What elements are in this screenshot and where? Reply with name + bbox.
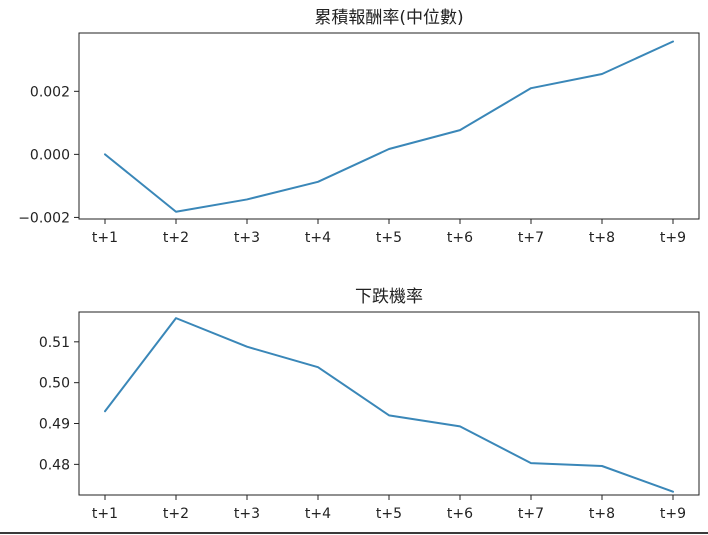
x-tick-label: t+5 (376, 506, 402, 522)
x-tick-label: t+8 (589, 506, 615, 522)
x-tick-label: t+4 (305, 230, 331, 246)
chart-title: 累積報酬率(中位數) (314, 8, 463, 28)
cumulative-return-panel: 累積報酬率(中位數) t+1 t+2 t+3 t+4 t+5 t+6 t+7 t+8 t+9 −0… (18, 8, 700, 246)
decline-probability-panel: 下跌機率 t+1 t+2 t+3 t+4 t+5 t+6 t+7 t+8 t+9 0.48 0.49… (39, 287, 700, 522)
y-tick-label: 0.50 (39, 376, 70, 392)
y-tick-label: 0.000 (30, 147, 70, 163)
y-tick-label: 0.002 (30, 84, 70, 100)
y-tick-label: 0.49 (39, 417, 70, 433)
chart-title: 下跌機率 (355, 287, 423, 307)
series-line (104, 40, 674, 213)
x-tick-label: t+8 (589, 230, 615, 246)
x-tick-label: t+3 (234, 506, 260, 522)
x-tick-label: t+2 (163, 230, 189, 246)
x-tick-label: t+7 (518, 230, 544, 246)
x-tick-label: t+9 (660, 506, 686, 522)
x-tick-label: t+4 (305, 506, 331, 522)
plot-frame (78, 32, 700, 220)
x-tick-label: t+5 (376, 230, 402, 246)
x-tick-label: t+1 (92, 230, 118, 246)
y-tick-label: −0.002 (18, 210, 70, 226)
series-line (104, 317, 674, 493)
y-tick-label: 0.51 (39, 335, 70, 351)
x-tick-label: t+2 (163, 506, 189, 522)
x-tick-label: t+6 (447, 230, 473, 246)
y-tick-label: 0.48 (39, 457, 70, 473)
x-tick-label: t+1 (92, 506, 118, 522)
x-tick-label: t+6 (447, 506, 473, 522)
x-tick-label: t+3 (234, 230, 260, 246)
x-tick-label: t+7 (518, 506, 544, 522)
x-tick-label: t+9 (660, 230, 686, 246)
